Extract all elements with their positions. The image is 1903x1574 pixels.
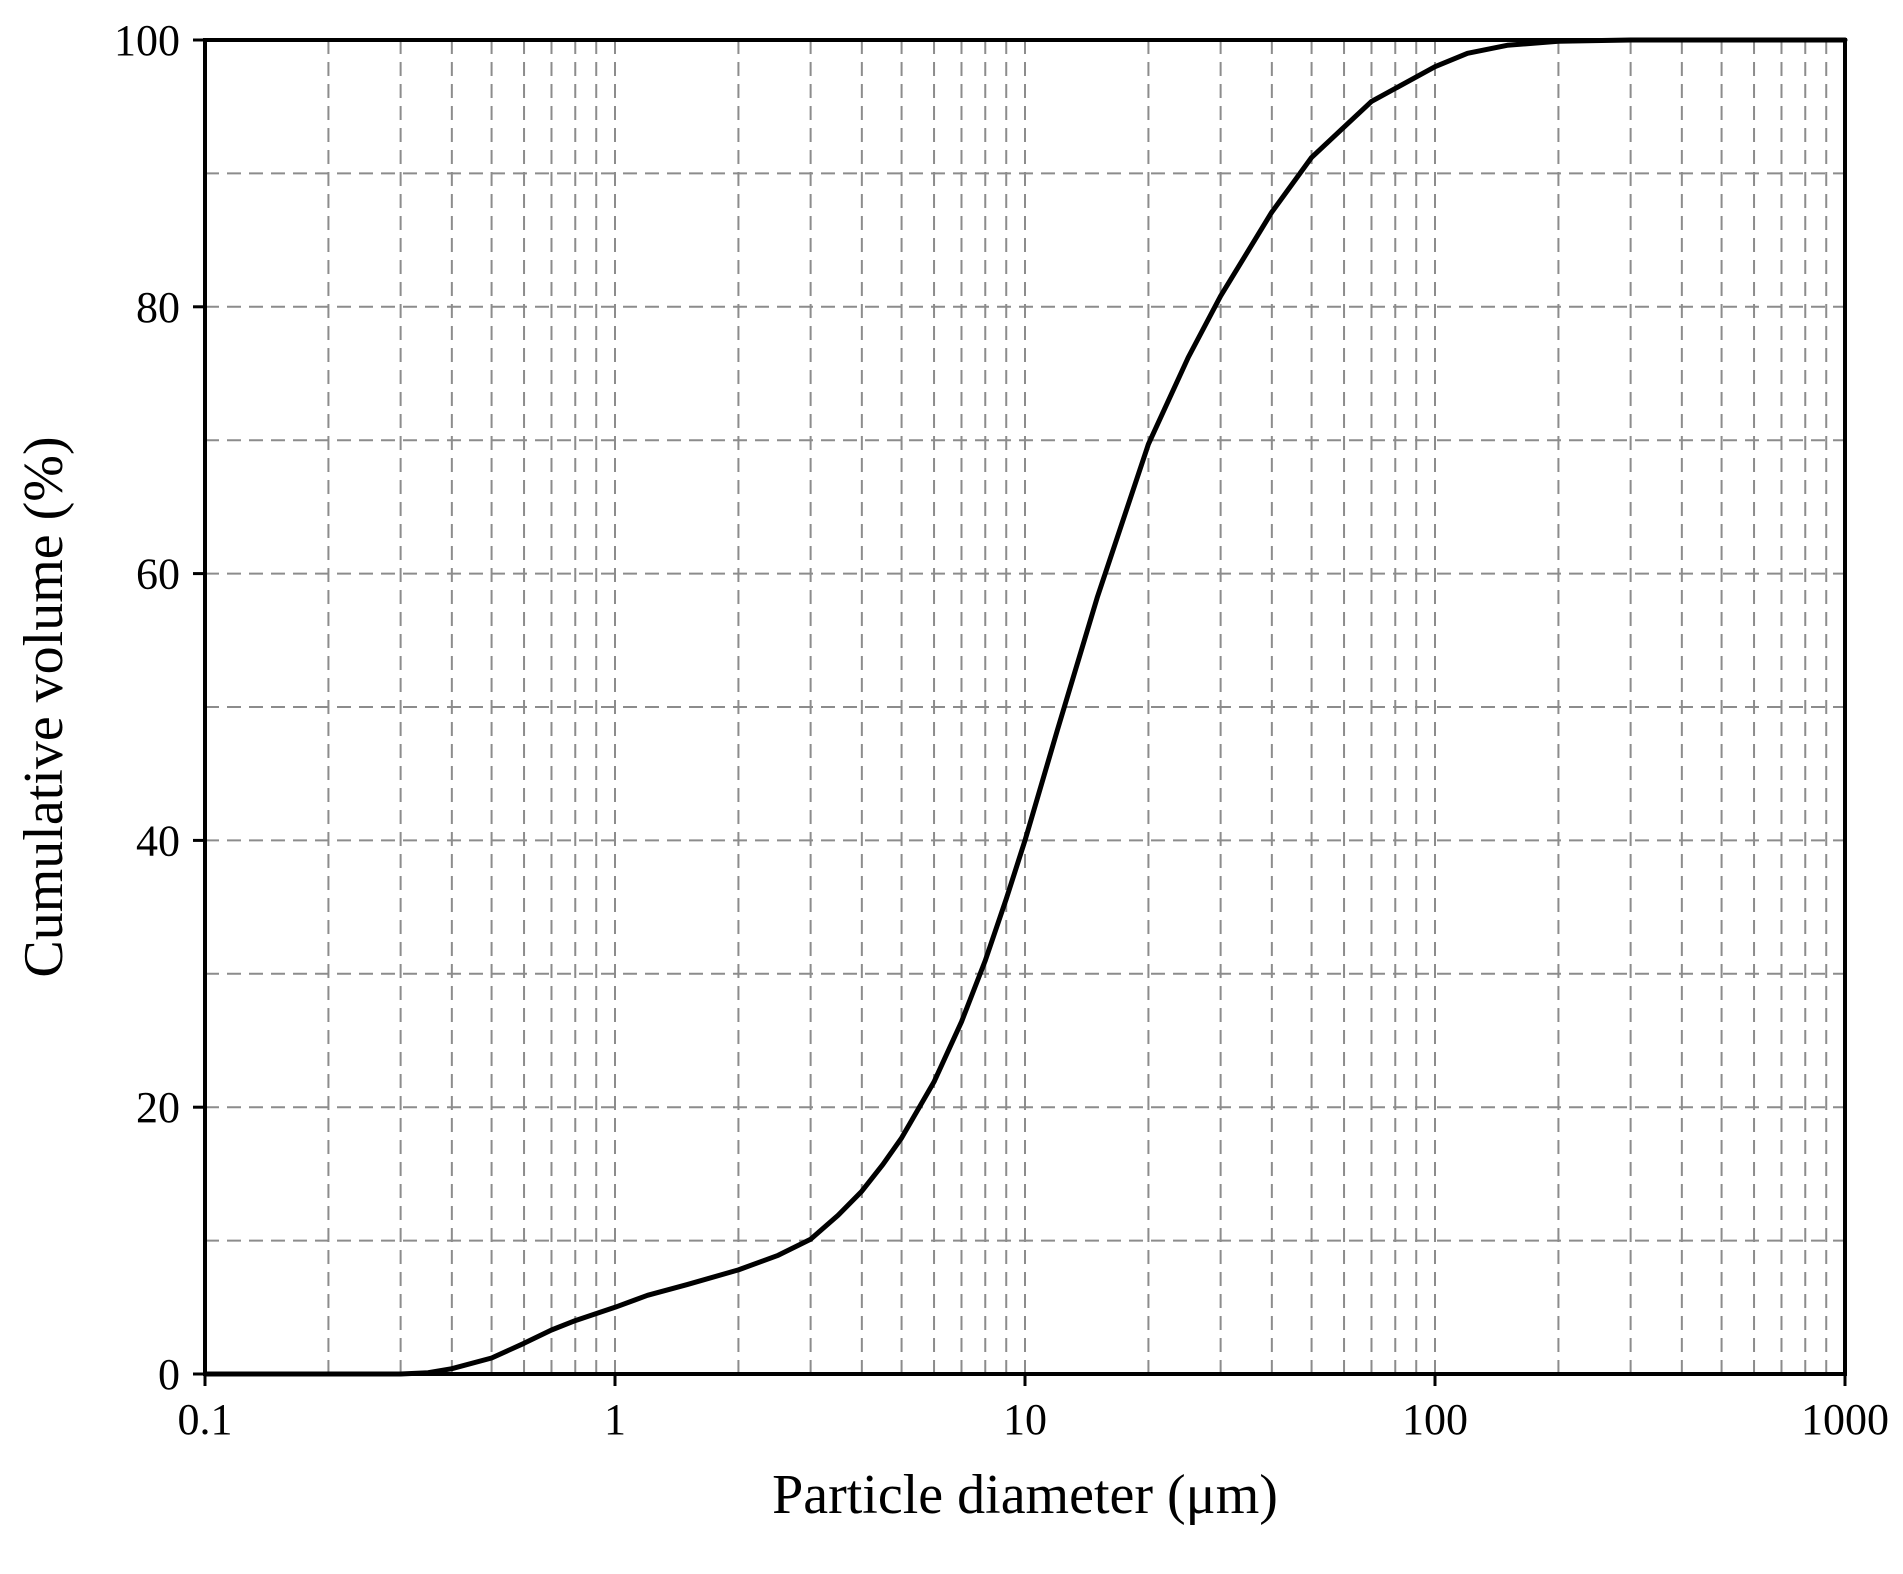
x-tick-label: 1000 [1801,1395,1889,1444]
grid-lines [205,40,1845,1374]
y-tick-label: 20 [136,1083,180,1132]
y-tick-label: 80 [136,283,180,332]
x-tick-label: 1 [604,1395,626,1444]
y-tick-labels: 0 20 40 60 80 100 [114,16,180,1399]
x-tick-label: 0.1 [178,1395,233,1444]
y-tick-label: 40 [136,816,180,865]
y-tick-label: 100 [114,16,180,65]
plot-frame [203,38,1847,1376]
x-tick-label: 10 [1003,1395,1047,1444]
axis-ticks [193,38,1847,1386]
series-layer [202,37,1848,1377]
y-axis-title: Cumulative volume (%) [13,436,75,977]
y-tick-label: 0 [158,1350,180,1399]
x-tick-labels: 0.1 1 10 100 1000 [178,1395,1890,1444]
series-line-0 [202,37,1848,1377]
y-tick-label: 60 [136,550,180,599]
x-axis-title: Particle diameter (μm) [772,1464,1278,1526]
x-tick-label: 100 [1402,1395,1468,1444]
